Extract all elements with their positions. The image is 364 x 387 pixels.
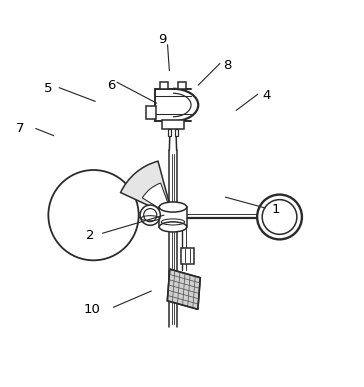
Text: 2: 2 bbox=[86, 229, 94, 241]
Bar bbox=[159, 82, 168, 89]
Text: 7: 7 bbox=[16, 122, 25, 135]
Circle shape bbox=[144, 209, 157, 222]
Bar bbox=[159, 207, 187, 227]
Text: 4: 4 bbox=[263, 89, 271, 103]
Text: 5: 5 bbox=[44, 82, 52, 95]
Text: 6: 6 bbox=[107, 79, 116, 92]
Circle shape bbox=[257, 195, 302, 240]
Bar bbox=[181, 248, 194, 264]
Bar bbox=[167, 128, 171, 136]
Ellipse shape bbox=[159, 202, 187, 212]
Wedge shape bbox=[120, 161, 173, 217]
Circle shape bbox=[48, 170, 139, 260]
Circle shape bbox=[140, 205, 160, 225]
Text: 8: 8 bbox=[223, 59, 232, 72]
Text: 9: 9 bbox=[158, 34, 166, 46]
Bar bbox=[178, 82, 186, 89]
Polygon shape bbox=[167, 269, 200, 309]
Circle shape bbox=[262, 200, 297, 234]
Bar bbox=[146, 106, 156, 120]
Ellipse shape bbox=[159, 222, 187, 232]
Bar bbox=[162, 120, 184, 129]
Text: 1: 1 bbox=[272, 203, 280, 216]
Bar bbox=[175, 128, 178, 136]
Wedge shape bbox=[142, 183, 173, 217]
Text: 10: 10 bbox=[83, 303, 100, 315]
